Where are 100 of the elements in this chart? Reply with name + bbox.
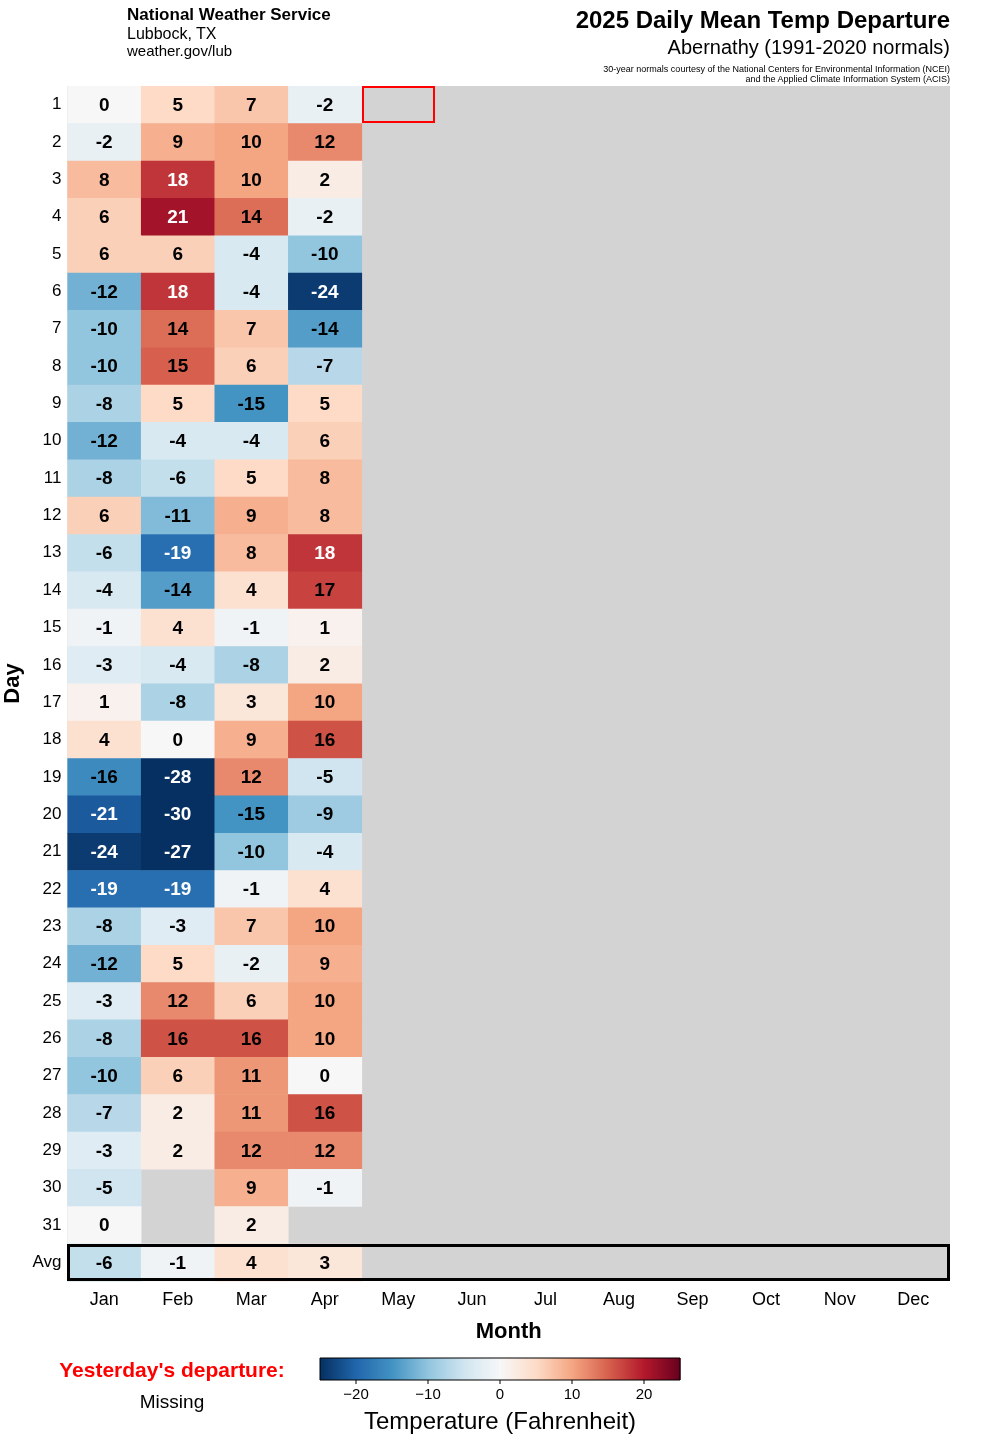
data-label: 18	[314, 542, 336, 564]
color-bar-label: −10	[415, 1384, 441, 1402]
data-label: 11	[241, 1064, 262, 1086]
data-label: 0	[172, 728, 183, 750]
data-label: -4	[242, 430, 261, 451]
data-label: 3	[319, 1251, 331, 1273]
data-label: -10	[237, 840, 265, 862]
data-label: -1	[316, 1176, 334, 1198]
data-label: -11	[164, 504, 192, 526]
data-label: -8	[242, 654, 260, 676]
data-label: -19	[163, 542, 192, 564]
data-label: -14	[163, 579, 192, 601]
y-tick-label: 31	[42, 1214, 62, 1234]
data-label: 8	[319, 504, 331, 526]
data-label: -4	[242, 243, 261, 265]
y-tick-label: 1	[51, 94, 62, 114]
y-tick-label: 23	[42, 915, 62, 935]
color-bar-title: Temperature (Fahrenheit)	[363, 1406, 637, 1434]
y-tick-label: 8	[51, 355, 62, 375]
data-label: 6	[319, 430, 331, 451]
data-label: -9	[316, 803, 334, 825]
data-label: 16	[167, 1027, 189, 1049]
data-label: 4	[245, 579, 257, 601]
data-label: -15	[237, 392, 266, 414]
y-tick-label: 15	[42, 617, 62, 637]
data-label: 5	[172, 952, 184, 974]
data-label: -5	[316, 766, 334, 788]
data-label: 14	[240, 205, 263, 227]
chart-subtitle: Abernathy (1991-2020 normals)	[667, 36, 950, 59]
color-bar-label: 10	[563, 1384, 581, 1402]
data-label: -3	[95, 654, 113, 676]
data-label: 12	[167, 990, 189, 1012]
data-label: 10	[314, 915, 336, 937]
data-label: -24	[311, 280, 339, 302]
y-tick-label: 11	[43, 467, 62, 487]
data-label: 5	[245, 467, 257, 489]
data-label: 7	[245, 93, 257, 115]
data-label: -15	[237, 803, 266, 825]
x-tick-label: Apr	[310, 1288, 339, 1309]
y-tick-label: 14	[42, 579, 62, 599]
y-tick-label: 4	[51, 206, 62, 226]
data-label: 2	[172, 1102, 183, 1124]
chart-title: 2025 Daily Mean Temp Departure	[575, 6, 950, 34]
data-label: -6	[169, 467, 187, 489]
y-tick-label: 16	[42, 654, 62, 674]
data-label: 9	[245, 504, 257, 526]
x-tick-label: Dec	[897, 1288, 930, 1309]
data-label: -24	[90, 840, 119, 862]
data-label: -4	[95, 579, 114, 601]
data-label: -2	[242, 952, 260, 974]
data-label: 4	[172, 616, 184, 638]
color-bar-label: 0	[495, 1384, 505, 1402]
text: Missing	[139, 1391, 205, 1413]
y-tick-label: 22	[42, 878, 62, 898]
y-tick-label: 18	[42, 729, 62, 749]
data-label: 2	[319, 168, 331, 190]
data-label: -10	[90, 1064, 118, 1086]
y-tick-label: 5	[51, 243, 62, 263]
data-label: 11	[241, 1102, 262, 1124]
text: Yesterday's departure:	[59, 1358, 285, 1382]
data-label: 14	[167, 317, 189, 339]
text: and the Applied Climate Information System (ACIS)	[745, 74, 950, 84]
data-label: 15	[167, 355, 189, 377]
data-label: -4	[169, 654, 187, 676]
data-label: -3	[95, 1139, 113, 1161]
data-label: 1	[319, 616, 331, 638]
x-tick-label: Oct	[752, 1288, 781, 1309]
text: 30-year normals courtesy of the National Centers for Environmental Information (NCEI)	[603, 64, 950, 74]
data-label: -12	[90, 952, 118, 974]
data-label: 10	[240, 168, 262, 190]
data-label: -10	[90, 355, 118, 377]
data-label: -3	[169, 915, 187, 937]
y-tick-label: 13	[42, 542, 62, 562]
data-label: 5	[319, 392, 331, 414]
data-label: 6	[245, 990, 257, 1012]
data-label: 10	[314, 1027, 336, 1049]
data-label: 2	[172, 1139, 183, 1161]
y-tick-label: 2	[51, 131, 62, 151]
color-bar-label: −20	[343, 1384, 369, 1402]
data-label: -27	[163, 840, 192, 862]
data-label: 16	[314, 728, 336, 750]
data-label: -5	[95, 1176, 114, 1198]
data-label: -28	[163, 766, 192, 788]
y-tick-label: 9	[51, 393, 62, 413]
data-label: 16	[240, 1027, 262, 1049]
data-label: -14	[311, 317, 339, 339]
y-tick-label: 26	[42, 1027, 62, 1047]
x-axis-title: Month	[475, 1317, 542, 1343]
x-tick-label: Nov	[823, 1288, 856, 1309]
y-tick-label: 7	[51, 318, 62, 338]
x-tick-label: Sep	[676, 1288, 709, 1309]
data-label: -4	[316, 840, 334, 862]
data-label: 12	[314, 131, 336, 153]
y-tick-label: 28	[42, 1102, 62, 1122]
y-tick-label: 12	[42, 505, 62, 525]
data-label: 8	[98, 168, 110, 190]
data-label: -6	[95, 1251, 113, 1273]
y-tick-label: 30	[42, 1177, 62, 1197]
y-tick-label: 27	[42, 1065, 62, 1085]
y-tick-label: 20	[42, 803, 62, 823]
